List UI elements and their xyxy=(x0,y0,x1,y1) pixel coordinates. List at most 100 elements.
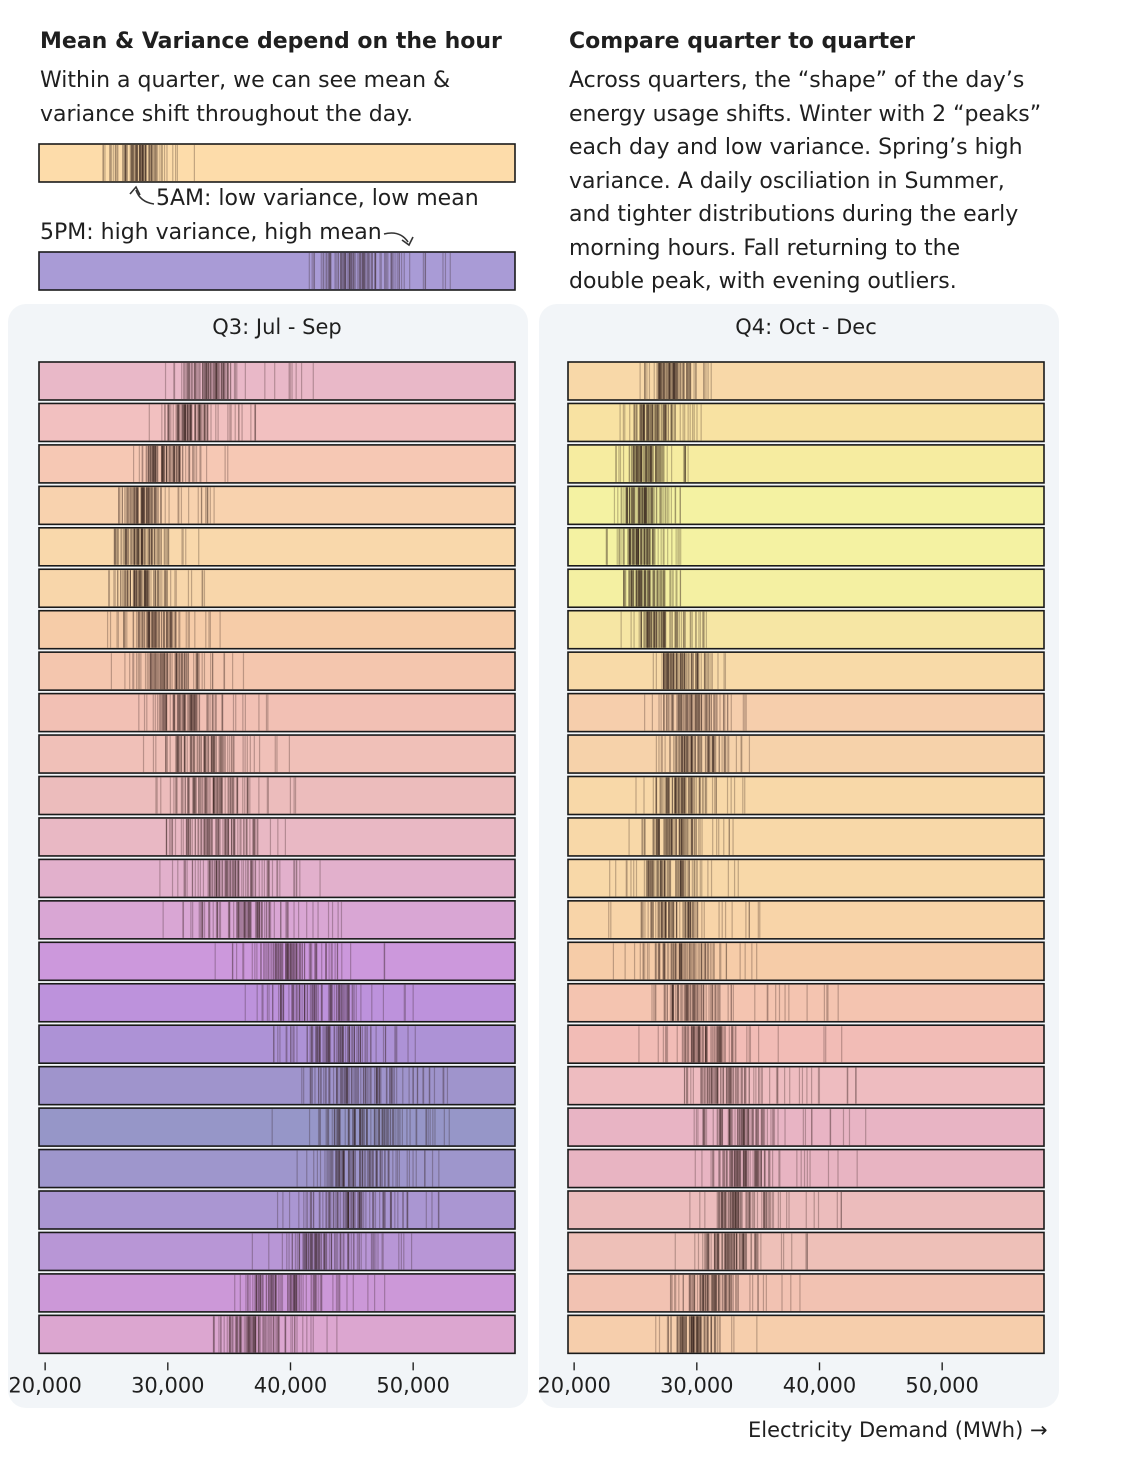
hour-strip-21 xyxy=(567,1231,1045,1272)
hour-strip-2 xyxy=(567,444,1045,484)
hour-strip-3 xyxy=(38,485,516,526)
strip-background xyxy=(38,1065,516,1106)
hour-strip-12 xyxy=(567,858,1045,899)
hour-strip-16 xyxy=(38,1024,516,1065)
strip-background xyxy=(38,527,516,567)
strip-background xyxy=(567,734,1045,774)
right-description-line: Across quarters, the “shape” of the day’… xyxy=(569,68,1025,93)
hour-strip-18 xyxy=(567,1107,1045,1147)
strip-background xyxy=(567,1314,1045,1355)
hour-strip-13 xyxy=(567,900,1045,940)
hour-strip-18 xyxy=(38,1107,516,1147)
right-description: Across quarters, the “shape” of the day’… xyxy=(569,64,1069,299)
x-tick-label: 30,000 xyxy=(660,1373,733,1397)
x-tick-label: 20,000 xyxy=(537,1373,610,1397)
strip-background xyxy=(567,1148,1045,1189)
strip-background xyxy=(38,1190,516,1230)
strip-background xyxy=(38,1273,516,1313)
hour-strip-11 xyxy=(567,817,1045,857)
hour-strip-11 xyxy=(38,817,516,857)
left-description: Within a quarter, we can see mean & vari… xyxy=(40,64,520,131)
strip-background xyxy=(38,941,516,982)
right-description-line: variance. A daily osciliation in Summer, xyxy=(569,168,1005,194)
q4-strip-chart: 20,000 30,000 40,000 50,000 xyxy=(537,361,1045,1397)
strip-background xyxy=(567,1065,1045,1106)
hour-strip-6 xyxy=(567,609,1045,650)
hour-strip-4 xyxy=(567,527,1045,567)
x-tick-label: 20,000 xyxy=(8,1373,81,1397)
strip-background xyxy=(567,527,1045,567)
hour-strip-10 xyxy=(567,775,1045,816)
strip-background xyxy=(38,568,516,609)
hour-strip-8 xyxy=(567,692,1045,733)
hour-strip-7 xyxy=(567,651,1045,691)
hour-strip-8 xyxy=(38,692,516,733)
hour-strip-1 xyxy=(567,402,1045,443)
left-description-line: Within a quarter, we can see mean & xyxy=(40,68,451,93)
strip-background xyxy=(38,1314,516,1355)
hour-strip-15 xyxy=(567,982,1045,1023)
hour-strip-14 xyxy=(38,941,516,982)
strip-background xyxy=(567,609,1045,650)
strip-background xyxy=(38,734,516,774)
strip-background xyxy=(38,609,516,650)
strip-background xyxy=(567,1273,1045,1313)
hour-strip-19 xyxy=(567,1148,1045,1189)
hour-strip-17 xyxy=(38,251,516,291)
hour-strip-22 xyxy=(567,1273,1045,1313)
strip-background xyxy=(567,1024,1045,1065)
strip-background xyxy=(38,858,516,899)
strip-background xyxy=(38,775,516,816)
hour-strip-0 xyxy=(38,361,516,401)
hour-strip-17 xyxy=(567,1065,1045,1106)
hour-strip-10 xyxy=(38,775,516,816)
x-axis-label: Electricity Demand (MWh) → xyxy=(748,1418,1048,1442)
hour-strip-5 xyxy=(38,143,516,183)
hour-strip-2 xyxy=(38,444,516,484)
strip-background xyxy=(567,775,1045,816)
left-description-line: variance shift throughout the day. xyxy=(40,101,414,127)
annotation-5am: 5AM: low variance, low mean xyxy=(156,186,479,211)
hour-strip-1 xyxy=(38,402,516,443)
strip-background xyxy=(38,402,516,443)
hour-strip-19 xyxy=(38,1148,516,1189)
strip-background xyxy=(38,361,516,401)
q3-strip-chart: 20,000 30,000 40,000 50,000 xyxy=(8,361,516,1397)
x-tick-label: 50,000 xyxy=(376,1373,449,1397)
hour-strip-12 xyxy=(38,858,516,899)
hour-strip-23 xyxy=(567,1314,1045,1355)
curved-arrow-down-icon xyxy=(383,232,414,247)
strip-background xyxy=(567,1190,1045,1230)
example-5am-strip xyxy=(38,143,516,183)
hour-strip-9 xyxy=(567,734,1045,774)
hour-strip-20 xyxy=(567,1190,1045,1230)
right-description-line: and tighter distributions during the ear… xyxy=(569,202,1019,227)
hour-strip-14 xyxy=(567,941,1045,982)
hour-strip-16 xyxy=(567,1024,1045,1065)
hour-strip-22 xyxy=(38,1273,516,1313)
hour-strip-15 xyxy=(38,982,516,1023)
strip-background xyxy=(567,941,1045,982)
hour-strip-3 xyxy=(567,485,1045,526)
hour-strip-9 xyxy=(38,734,516,774)
strip-background xyxy=(38,1148,516,1189)
strip-background xyxy=(567,651,1045,691)
strip-background xyxy=(567,568,1045,609)
strip-background xyxy=(38,444,516,484)
x-tick-label: 30,000 xyxy=(131,1373,204,1397)
hour-strip-20 xyxy=(38,1190,516,1230)
hour-strip-4 xyxy=(38,527,516,567)
q4-title: Q4: Oct - Dec xyxy=(735,315,877,339)
hour-strip-23 xyxy=(38,1314,516,1355)
hour-strip-21 xyxy=(38,1231,516,1272)
strip-background xyxy=(38,251,516,291)
q3-title: Q3: Jul - Sep xyxy=(212,315,342,339)
strip-background xyxy=(567,858,1045,899)
x-tick-label: 40,000 xyxy=(783,1373,856,1397)
x-tick-label: 50,000 xyxy=(905,1373,978,1397)
hour-strip-7 xyxy=(38,651,516,691)
strip-background xyxy=(567,982,1045,1023)
strip-background xyxy=(567,485,1045,526)
hour-strip-6 xyxy=(38,609,516,650)
strip-background xyxy=(38,651,516,691)
